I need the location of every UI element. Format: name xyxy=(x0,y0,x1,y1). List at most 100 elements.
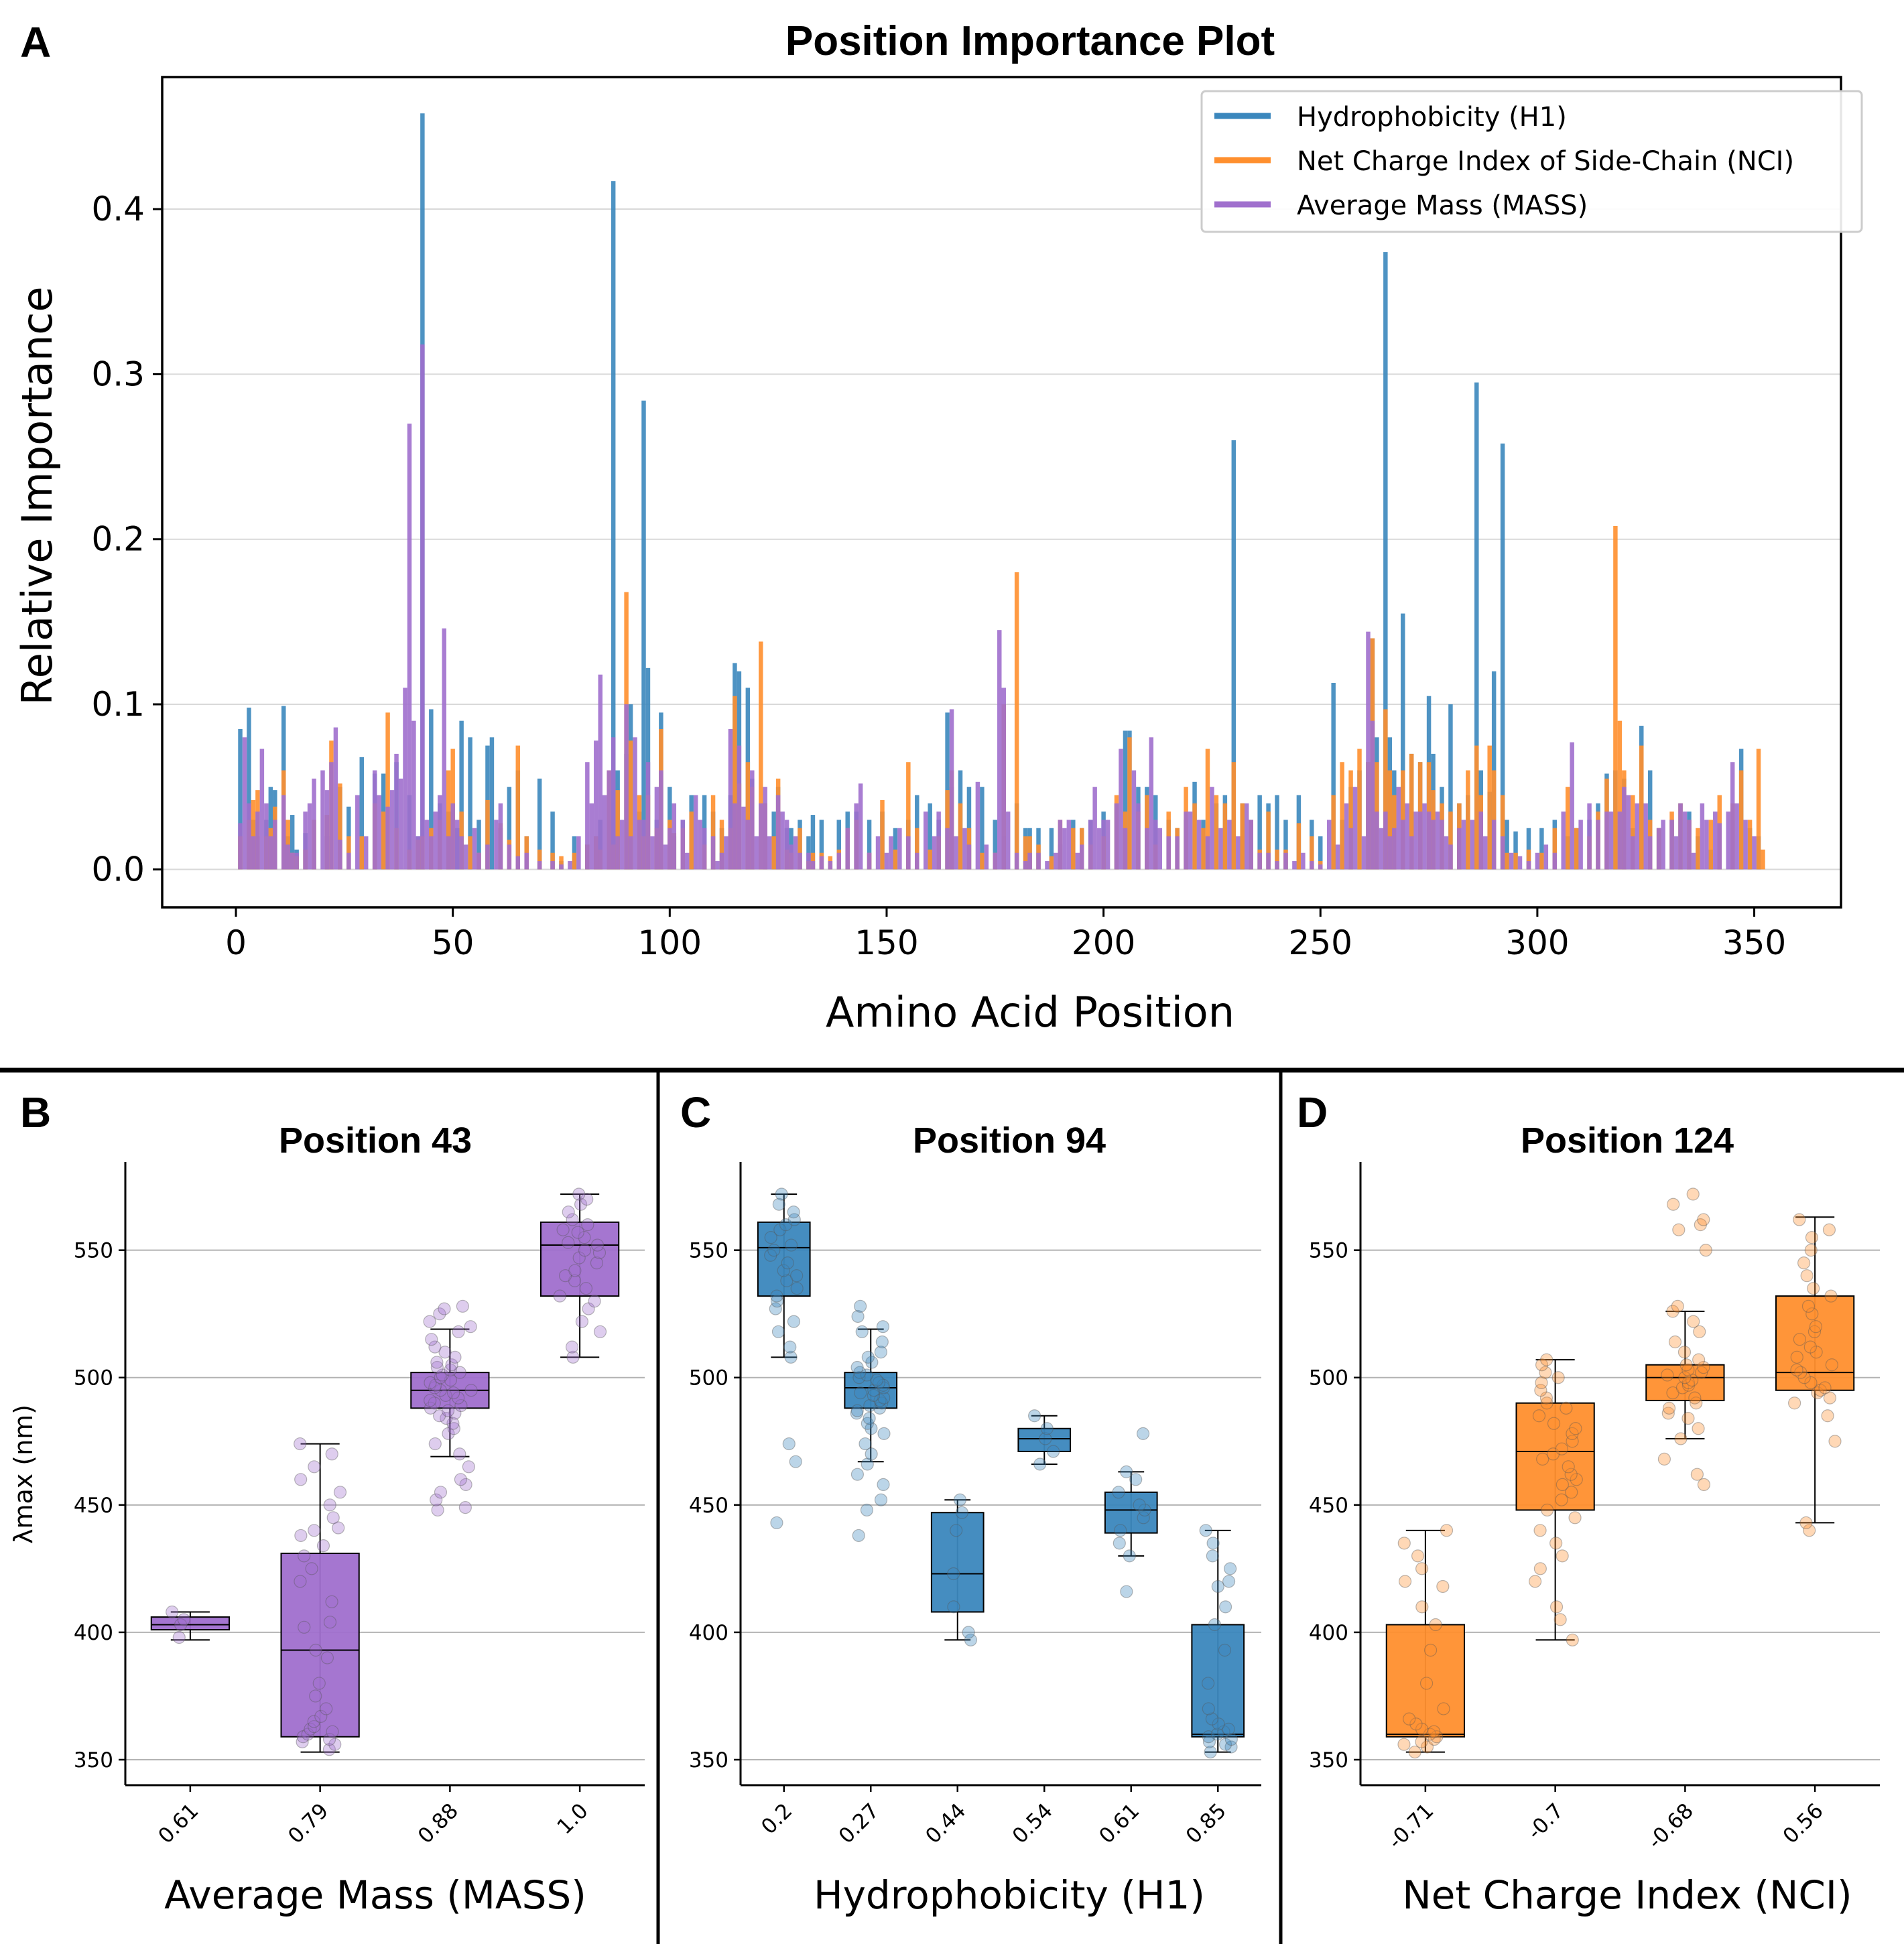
data-point xyxy=(445,1358,458,1372)
data-point xyxy=(588,1295,601,1308)
y-tick-label: 400 xyxy=(74,1621,113,1645)
bar-mass xyxy=(659,770,663,870)
bar-nci xyxy=(446,770,451,870)
bar-nci xyxy=(1275,849,1279,870)
bar-mass xyxy=(324,790,330,870)
data-point xyxy=(1678,1371,1692,1384)
data-point xyxy=(1790,1363,1803,1376)
bar-nci xyxy=(1214,795,1219,870)
bar-mass xyxy=(398,778,403,870)
data-point xyxy=(580,1193,594,1206)
data-point xyxy=(1033,1457,1047,1471)
box-1.0 xyxy=(540,1187,620,1364)
data-point xyxy=(448,1350,462,1364)
data-point xyxy=(574,1197,588,1211)
bar-mass xyxy=(693,795,698,870)
bar-nci xyxy=(928,849,932,870)
bar-nci xyxy=(1296,823,1302,870)
data-point xyxy=(572,1187,586,1201)
bar-nci xyxy=(381,812,386,870)
legend-label-mass: Average Mass (MASS) xyxy=(1297,190,1588,221)
bar-mass xyxy=(1617,812,1623,870)
bar-nci xyxy=(1331,795,1336,870)
bar-mass xyxy=(515,856,521,870)
bar-mass xyxy=(737,745,742,870)
bar-nci xyxy=(338,783,342,870)
data-point xyxy=(1804,1376,1818,1389)
data-point xyxy=(780,1274,794,1287)
bar-nci xyxy=(719,820,724,870)
bar-mass xyxy=(1422,803,1427,870)
bar-mass xyxy=(377,795,381,870)
data-point xyxy=(860,1368,874,1382)
bar-mass xyxy=(789,844,794,870)
bar-mass xyxy=(1348,828,1353,870)
data-point xyxy=(1423,1643,1438,1657)
bar-mass xyxy=(1392,828,1397,870)
bar-mass xyxy=(450,803,455,870)
a-x-tick-label: 200 xyxy=(1072,923,1135,962)
bar-h1 xyxy=(641,400,646,870)
data-point xyxy=(1202,1730,1215,1744)
y-tick-label: 500 xyxy=(74,1366,113,1390)
data-point xyxy=(1801,1299,1816,1313)
bar-nci xyxy=(1738,770,1744,870)
data-point xyxy=(309,1643,322,1657)
bar-mass xyxy=(624,704,629,870)
bar-mass xyxy=(238,823,243,870)
bar-mass xyxy=(875,836,881,870)
data-point xyxy=(320,1702,333,1715)
data-point xyxy=(779,1218,793,1232)
data-point xyxy=(1129,1473,1143,1486)
a-x-tick-label: 150 xyxy=(854,923,918,962)
box-body xyxy=(540,1221,620,1297)
data-point xyxy=(1810,1346,1823,1359)
bar-h1 xyxy=(1283,820,1288,870)
bar-mass xyxy=(1500,836,1505,870)
bar-nci xyxy=(1448,812,1453,870)
data-point xyxy=(430,1356,444,1369)
bar-mass xyxy=(607,770,611,870)
bar-mass xyxy=(1717,823,1722,870)
data-point xyxy=(298,1549,311,1563)
data-point xyxy=(850,1360,864,1374)
bar-mass xyxy=(728,728,733,870)
data-point xyxy=(1397,1738,1411,1751)
bar-mass xyxy=(1014,852,1019,870)
bar-mass xyxy=(724,836,728,870)
bar-mass xyxy=(654,787,659,870)
bar-mass xyxy=(1687,820,1692,870)
data-point xyxy=(309,1689,322,1703)
bar-mass xyxy=(355,795,360,870)
bar-nci xyxy=(1505,852,1509,870)
data-point xyxy=(1807,1325,1822,1338)
bar-h1 xyxy=(1474,382,1479,870)
bar-mass xyxy=(1682,812,1688,870)
bar-mass xyxy=(1157,828,1162,870)
data-point xyxy=(781,1256,794,1270)
data-point xyxy=(764,1231,777,1244)
bar-mass xyxy=(442,628,446,870)
bar-mass xyxy=(1301,852,1306,870)
data-point xyxy=(861,1457,874,1471)
bar-mass xyxy=(1535,852,1540,870)
data-point xyxy=(433,1307,446,1321)
data-point xyxy=(1415,1722,1429,1736)
data-point xyxy=(873,1401,887,1415)
data-point xyxy=(305,1562,318,1575)
data-point xyxy=(462,1460,475,1474)
bar-mass xyxy=(1153,820,1158,870)
bar-mass xyxy=(1396,787,1401,870)
data-point xyxy=(1217,1725,1230,1738)
bar-nci xyxy=(1340,762,1344,870)
data-point xyxy=(434,1371,447,1384)
data-point xyxy=(1671,1299,1684,1313)
bar-mass xyxy=(537,861,542,870)
bar-mass xyxy=(1678,803,1683,870)
data-point xyxy=(1398,1575,1412,1588)
bar-mass xyxy=(719,852,724,870)
data-point xyxy=(428,1381,442,1395)
bar-mass xyxy=(1626,795,1631,870)
bar-mass xyxy=(1509,852,1514,870)
box-0.54 xyxy=(1017,1409,1072,1471)
